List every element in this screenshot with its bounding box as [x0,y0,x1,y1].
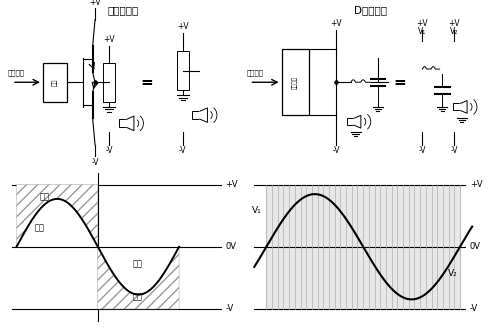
Text: 压缩: 压缩 [52,79,57,86]
Text: -V: -V [225,304,234,314]
Text: V₂: V₂ [448,268,457,278]
Polygon shape [354,115,361,128]
Text: 输出: 输出 [35,223,45,232]
Text: -V: -V [179,146,187,155]
Text: 损失: 损失 [132,292,142,301]
Polygon shape [126,116,134,131]
Text: -V: -V [332,146,340,155]
Text: 损失: 损失 [40,192,49,201]
Text: -V: -V [418,146,426,155]
Text: 0V: 0V [470,242,481,251]
Bar [192,111,200,119]
Bar [453,103,460,111]
Bar [282,49,309,115]
Text: +V: +V [103,36,115,44]
Polygon shape [200,108,207,122]
Text: D类放大器: D类放大器 [354,5,387,15]
Text: 数字信号: 数字信号 [247,69,264,76]
Bar [177,51,189,90]
Bar [119,119,126,127]
Text: -V: -V [106,146,113,155]
Polygon shape [460,101,467,113]
Text: 模拟放大器: 模拟放大器 [108,5,139,15]
Text: 模拟信号: 模拟信号 [7,69,24,76]
Text: V₂: V₂ [451,27,458,36]
Text: +V: +V [470,180,482,189]
Text: +V: +V [225,180,238,189]
Text: +V: +V [449,19,460,28]
Text: -V: -V [91,158,99,167]
Text: +V: +V [177,22,189,31]
Text: V₁: V₁ [418,27,426,36]
Text: -V: -V [470,304,478,314]
Bar [103,63,115,102]
Text: +V: +V [89,0,101,7]
Text: =: = [141,75,154,90]
Text: -V: -V [451,146,458,155]
Bar [347,118,354,125]
Text: =: = [394,75,407,90]
Text: +V: +V [416,19,428,28]
Text: +V: +V [330,19,342,28]
Bar [43,63,67,102]
Text: 驱动电路: 驱动电路 [292,76,298,89]
Text: V₁: V₁ [252,206,262,215]
Text: 0V: 0V [225,242,237,251]
Text: 输出: 输出 [132,259,142,268]
